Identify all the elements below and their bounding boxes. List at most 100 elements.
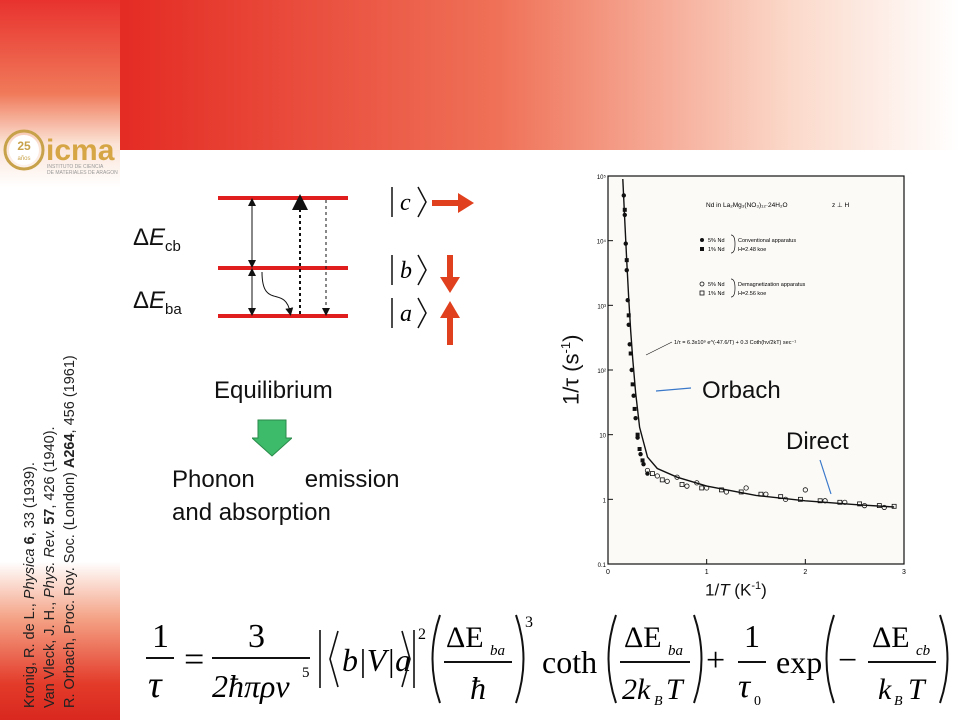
logo-subtitle-2: DE MATERIALES DE ARAGON [47,170,118,176]
orbach-label: Orbach [702,377,781,404]
data-point-s1-7 [637,447,642,452]
y-axis-label: 1/τ (s-1) [558,334,584,405]
svg-text:−: − [838,642,857,679]
x-tick-label-2: 2 [803,569,807,576]
svg-text:+: + [706,642,725,679]
reference-orbach: R. Orbach, Proc. Roy. Soc. (London) A264… [62,355,78,708]
data-point-s1-5 [632,406,637,411]
data-point-s0-8 [631,393,636,398]
relaxation-rate-formula: 1 τ = 3 2ħπρv 5 b|V|a 2 ΔE ba ħ 3 coth Δ… [146,614,949,709]
data-point-s0-3 [624,267,629,273]
data-point-s2-2 [664,478,670,484]
ket-b: b [400,258,412,284]
energy-level-diagram [218,194,348,318]
data-point-s3-3 [699,485,705,491]
data-point-s3-0 [650,471,655,476]
y-tick-label-2: 10³ [597,304,606,310]
data-point-s1-1 [624,258,629,263]
data-points [621,193,897,511]
svg-text:B: B [894,694,903,709]
data-point-s2-12 [822,498,828,504]
data-point-s1-3 [628,351,633,356]
svg-text:T: T [908,673,927,706]
data-point-s3-4 [719,487,724,493]
delta-eba-label: ΔEba [133,287,182,318]
svg-text:3: 3 [248,618,265,655]
data-point-s2-7 [723,489,729,495]
fit-pointer [645,341,673,356]
data-point-s0-0 [621,193,626,198]
data-point-s3-12 [876,503,882,509]
data-point-s2-6 [704,485,710,491]
data-point-s2-11 [802,487,808,493]
svg-text:2ħπρv: 2ħπρv [212,668,290,704]
data-point-s1-0 [622,207,627,212]
svg-text:τ: τ [738,668,752,705]
data-point-s3-2 [679,482,685,487]
logo-anniversary-sub: años [17,156,30,162]
data-point-s2-14 [861,503,868,509]
data-point-s2-15 [881,504,887,511]
data-point-s2-3 [674,474,680,480]
data-point-s1-2 [626,313,631,318]
orbach-pointer [655,387,692,392]
left-decorative-band [0,0,120,720]
svg-text:cb: cb [916,643,931,659]
plot-title: Nd in La₂Mg₃(NO₃)₁₂·24H₂O [706,202,788,209]
data-point-s0-2 [623,241,628,246]
data-point-s0-6 [627,342,632,347]
data-point-s2-1 [654,473,660,479]
ket-c: c [400,190,411,216]
data-point-s2-4 [684,483,690,489]
svg-text:H=2.48 koe: H=2.48 koe [738,247,766,253]
data-point-s2-8 [743,485,749,491]
fit-curve [622,178,895,508]
down-block-arrow [252,419,292,457]
svg-text:τ: τ [148,664,163,706]
svg-text:coth: coth [542,644,597,680]
svg-text:3: 3 [525,614,533,631]
spin-a-arrow-up [440,301,460,345]
data-point-s1-6 [635,432,640,437]
delta-ecb-label: ΔEcb [133,224,181,255]
svg-text:2: 2 [418,626,426,643]
svg-text:ba: ba [490,643,505,659]
spin-b-arrow-down [440,255,460,293]
logo-anniversary: 25 [17,139,31,153]
svg-text:b|V|a: b|V|a [342,642,411,678]
svg-text:1% Nd: 1% Nd [708,291,725,297]
svg-text:5% Nd: 5% Nd [708,238,725,244]
svg-text:=: = [184,639,204,679]
reference-vanvleck: Van Vleck, J. H., Phys. Rev. 57, 426 (19… [42,426,58,708]
ket-a: a [400,301,412,327]
data-point-s3-9 [817,498,823,504]
data-point-s2-0 [644,467,651,474]
svg-text:2k: 2k [622,673,651,706]
data-point-s3-5 [738,489,744,495]
x-tick-label-3: 3 [902,569,906,576]
data-point-s2-5 [694,480,700,486]
data-point-s1-8 [640,458,645,463]
data-point-s2-9 [763,491,769,497]
svg-text:5% Nd: 5% Nd [708,282,725,288]
phonon-label-line2: and absorption [172,499,331,526]
svg-text:ΔE: ΔE [446,621,484,654]
data-point-s2-13 [842,499,848,505]
svg-text:1: 1 [744,618,760,654]
fit-equation: 1/τ = 6.3x10⁹ e^(-47.6/T) + 0.3 Coth(hν/… [674,339,796,346]
data-point-s3-6 [758,491,764,497]
reference-kronig: Kronig, R. de L., Physica 6, 33 (1939). [22,462,38,708]
svg-text:ba: ba [668,643,683,659]
data-point-s0-11 [638,451,643,457]
y-tick-label-4: 10 [599,434,606,440]
data-point-s0-1 [622,212,627,218]
plot-legend: 5% Nd 1% Nd Conventional apparatus H=2.4… [699,234,806,298]
data-point-s0-9 [633,415,638,421]
data-point-s1-4 [630,382,635,387]
plot-frame [607,175,905,565]
x-axis-label: 1/T (K-1) [705,580,767,600]
top-decorative-band [120,0,960,150]
data-point-s2-10 [783,496,789,502]
direct-label: Direct [786,428,849,455]
spin-c-arrow-right [432,193,474,213]
